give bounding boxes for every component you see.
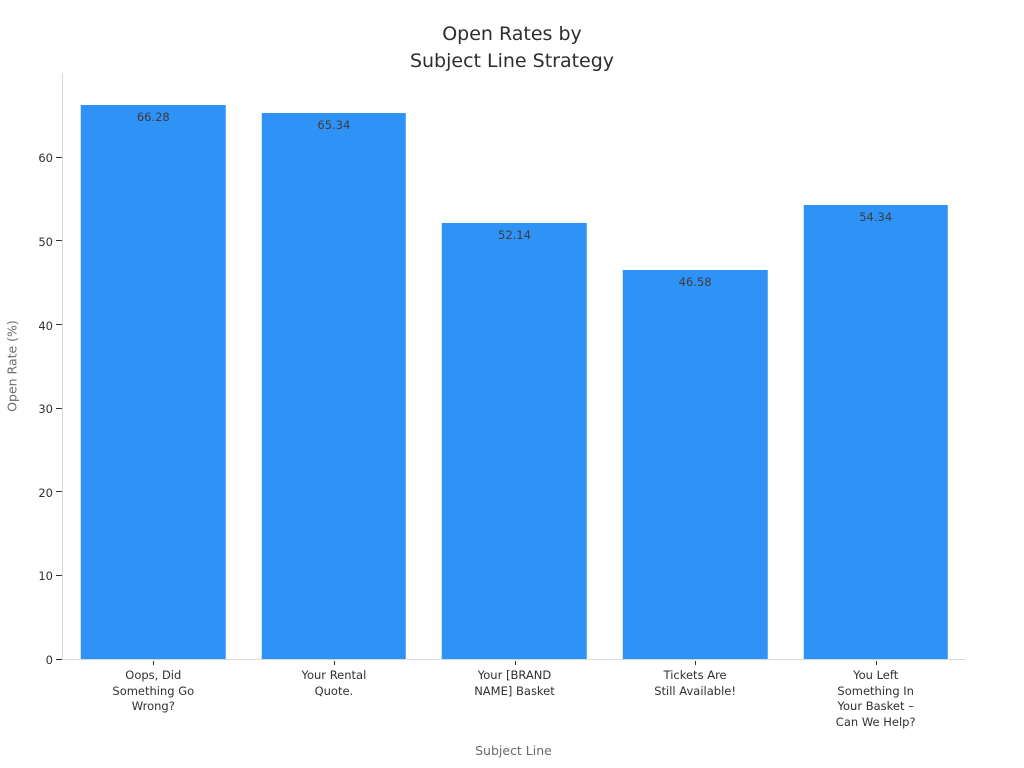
bar-group: 54.34 — [785, 72, 966, 659]
bar: 54.34 — [803, 204, 948, 659]
y-tick-label: 50 — [38, 234, 53, 249]
bar-group: 52.14 — [424, 72, 605, 659]
y-tick-mark — [56, 156, 62, 158]
y-tick-mark — [56, 658, 62, 660]
bar-group: 65.34 — [244, 72, 425, 659]
bar: 52.14 — [442, 223, 587, 659]
bar-value-label: 66.28 — [136, 109, 170, 124]
x-tick-label: Your [BRAND NAME] Basket — [474, 668, 555, 698]
y-tick-label: 40 — [38, 318, 53, 333]
bar: 65.34 — [261, 112, 407, 659]
x-tick-mark — [514, 661, 516, 665]
bar-value-label: 52.14 — [498, 228, 531, 243]
y-tick-mark — [56, 491, 62, 493]
x-tick-label: Your Rental Quote. — [301, 668, 367, 698]
bar: 46.58 — [622, 269, 768, 659]
x-tick-label: Oops, Did Something Go Wrong? — [112, 668, 195, 713]
x-tick-mark — [153, 661, 155, 665]
bar-value-label: 65.34 — [317, 117, 351, 132]
y-tick-mark — [56, 324, 62, 326]
x-tick-mark — [333, 661, 335, 665]
chart-title: Open Rates by Subject Line Strategy — [409, 23, 615, 72]
y-tick-mark — [56, 407, 62, 409]
y-tick-label: 30 — [38, 402, 53, 417]
y-tick-mark — [56, 240, 62, 242]
x-tick-mark — [875, 661, 877, 665]
y-tick-label: 0 — [45, 653, 53, 667]
plot-area: 0 10 20 30 40 50 60 66.28 Oops, Did Something Go… — [38, 72, 966, 729]
bar-value-label: 46.58 — [678, 274, 712, 289]
y-tick-label: 10 — [38, 569, 53, 584]
y-tick-mark — [56, 574, 62, 576]
y-axis-label: Open Rate (%) — [4, 320, 20, 412]
x-tick-label: Tickets Are Still Available! — [654, 668, 736, 698]
x-tick-mark — [695, 661, 697, 665]
bar: 66.28 — [81, 104, 226, 659]
bar-group: 66.28 — [63, 72, 244, 659]
y-tick-label: 60 — [38, 151, 53, 166]
x-axis-label: Subject Line — [475, 743, 552, 758]
bar-value-label: 54.34 — [859, 209, 893, 224]
bar-group: 46.58 — [605, 72, 786, 659]
y-tick-label: 20 — [38, 485, 53, 500]
x-tick-label: You Left Something In Your Basket – Can … — [835, 668, 916, 729]
